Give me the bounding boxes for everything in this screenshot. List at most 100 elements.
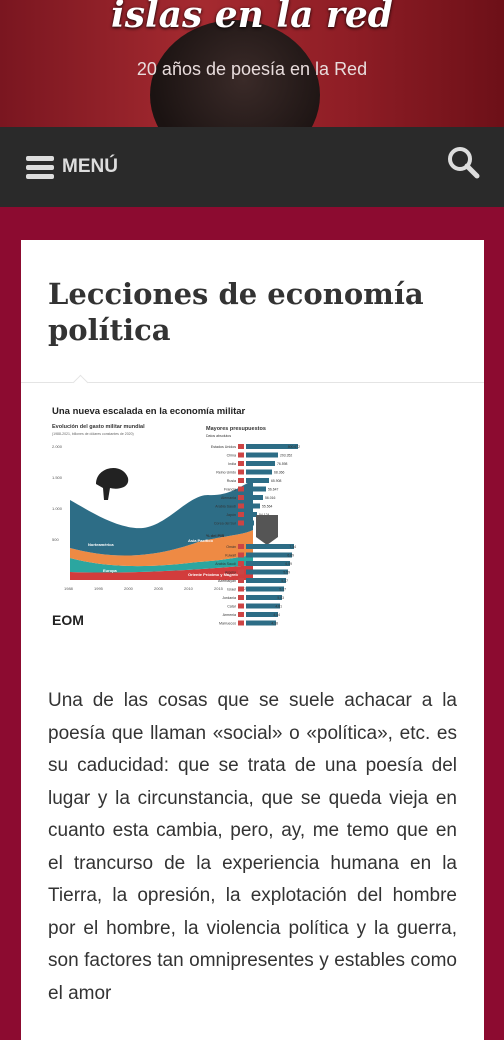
- flag: [238, 603, 244, 609]
- row-value: 5,59: [283, 571, 290, 575]
- divider: [21, 382, 484, 383]
- post-title[interactable]: Lecciones de economía política: [48, 277, 424, 347]
- section-header: Datos absolutos: [206, 434, 231, 438]
- flag: [238, 520, 244, 526]
- row-label: Reino Unido: [216, 471, 236, 475]
- flag: [238, 620, 244, 626]
- row-value: 56.647: [268, 488, 278, 492]
- bar: [246, 444, 298, 449]
- row-label: Catar: [227, 605, 237, 609]
- divider-notch: [72, 374, 89, 391]
- flag: [238, 452, 244, 458]
- bar: [246, 595, 282, 600]
- menu-button[interactable]: MENÚ: [26, 153, 118, 181]
- bar: [246, 603, 280, 609]
- bar: [246, 586, 284, 592]
- flag: [238, 512, 244, 517]
- x-tick-label: 2015: [214, 586, 224, 591]
- x-tick-label: 2000: [124, 586, 134, 591]
- row-value: 6,69: [287, 554, 294, 558]
- chart-title: Evolución del gasto militar mundial: [52, 424, 145, 430]
- y-tick-label: 2.000: [52, 444, 63, 449]
- row-label: Alemania: [221, 496, 236, 500]
- row-label: Japón: [226, 513, 236, 517]
- section-header: % del PIB: [206, 533, 224, 538]
- row-value: 5,17: [279, 588, 286, 592]
- row-value: 800.672: [288, 445, 300, 449]
- flag: [238, 544, 244, 549]
- image-title: Una nueva escalada en la economía milita…: [52, 406, 246, 417]
- row-value: 4,18: [271, 622, 278, 626]
- medal-icon: [256, 515, 278, 545]
- bar: [246, 520, 254, 526]
- row-value: 4,81: [275, 605, 282, 609]
- row-label: India: [228, 462, 236, 466]
- flag: [238, 586, 244, 592]
- row-value: 56.016: [265, 496, 275, 500]
- flag: [238, 495, 244, 500]
- x-tick-label: 2005: [154, 586, 164, 591]
- row-value: 6,59: [285, 562, 292, 566]
- row-label: Argelia: [225, 571, 236, 575]
- flag: [238, 444, 244, 449]
- menu-label: MENÚ: [62, 156, 118, 177]
- row-label: Omán: [226, 545, 236, 549]
- region-label: Norteamérica: [88, 542, 114, 547]
- area-other: [70, 565, 253, 580]
- flag: [238, 612, 244, 617]
- row-label: Armenia: [223, 613, 236, 617]
- row-label: Rusia: [227, 479, 236, 483]
- site-title[interactable]: islas en la red: [111, 0, 393, 36]
- row-value: 5,37: [281, 579, 288, 583]
- post-card: Lecciones de economía política Una nueva…: [21, 240, 484, 1040]
- right-title: Mayores presupuestos: [206, 426, 266, 432]
- x-tick-label: 1988: [64, 586, 74, 591]
- row-value: 65.908: [271, 479, 281, 483]
- hamburger-icon: [26, 156, 54, 179]
- area-na: [70, 480, 253, 556]
- site-header: islas en la red 20 años de poesía en la …: [0, 0, 504, 127]
- row-value: 76.598: [277, 462, 287, 466]
- bar: [246, 503, 260, 509]
- bar: [246, 461, 275, 466]
- brand: EOM: [52, 612, 84, 628]
- bar: [246, 612, 278, 617]
- row-label: Israel: [227, 588, 236, 592]
- x-tick-label: 2010: [184, 586, 194, 591]
- row-value: 68.366: [274, 471, 284, 475]
- bar: [246, 469, 272, 475]
- row-value: 5,03: [277, 596, 284, 600]
- bar: [246, 544, 294, 549]
- flag: [238, 469, 244, 475]
- bar: [246, 452, 278, 458]
- bar: [246, 495, 263, 500]
- region-label: Asia Pacífico: [188, 538, 213, 543]
- flag: [238, 478, 244, 483]
- row-label: Marruecos: [219, 622, 236, 626]
- flag: [238, 552, 244, 558]
- row-label: Jordania: [222, 596, 236, 600]
- row-label: Kuwait: [225, 554, 236, 558]
- infographic: Una nueva escalada en la economía milita…: [48, 400, 300, 635]
- region-label: Oriente Próximo y Magreb: [188, 572, 238, 577]
- row-label: China: [227, 454, 236, 458]
- nav-bar: MENÚ: [0, 127, 504, 207]
- flag: [238, 503, 244, 509]
- row-label: Estados Unidos: [211, 445, 236, 449]
- bar: [246, 620, 276, 626]
- row-label: Arabia Saudí: [215, 562, 236, 566]
- row-value: 293.352: [280, 454, 292, 458]
- search-button[interactable]: [446, 145, 482, 181]
- area-asia: [70, 530, 253, 567]
- region-label: Europa: [103, 568, 118, 573]
- area-europe: [70, 555, 253, 573]
- site-subtitle: 20 años de poesía en la Red: [136, 59, 368, 79]
- row-label: Azerbaiyán: [218, 579, 236, 583]
- row-label: Arabia Saudí: [215, 505, 236, 509]
- flag: [238, 595, 244, 600]
- bar: [246, 512, 257, 517]
- row-value: 4,44: [273, 613, 280, 617]
- x-tick-label: 1995: [94, 586, 104, 591]
- row-label: Francia: [224, 488, 236, 492]
- helmet-icon: [96, 467, 129, 500]
